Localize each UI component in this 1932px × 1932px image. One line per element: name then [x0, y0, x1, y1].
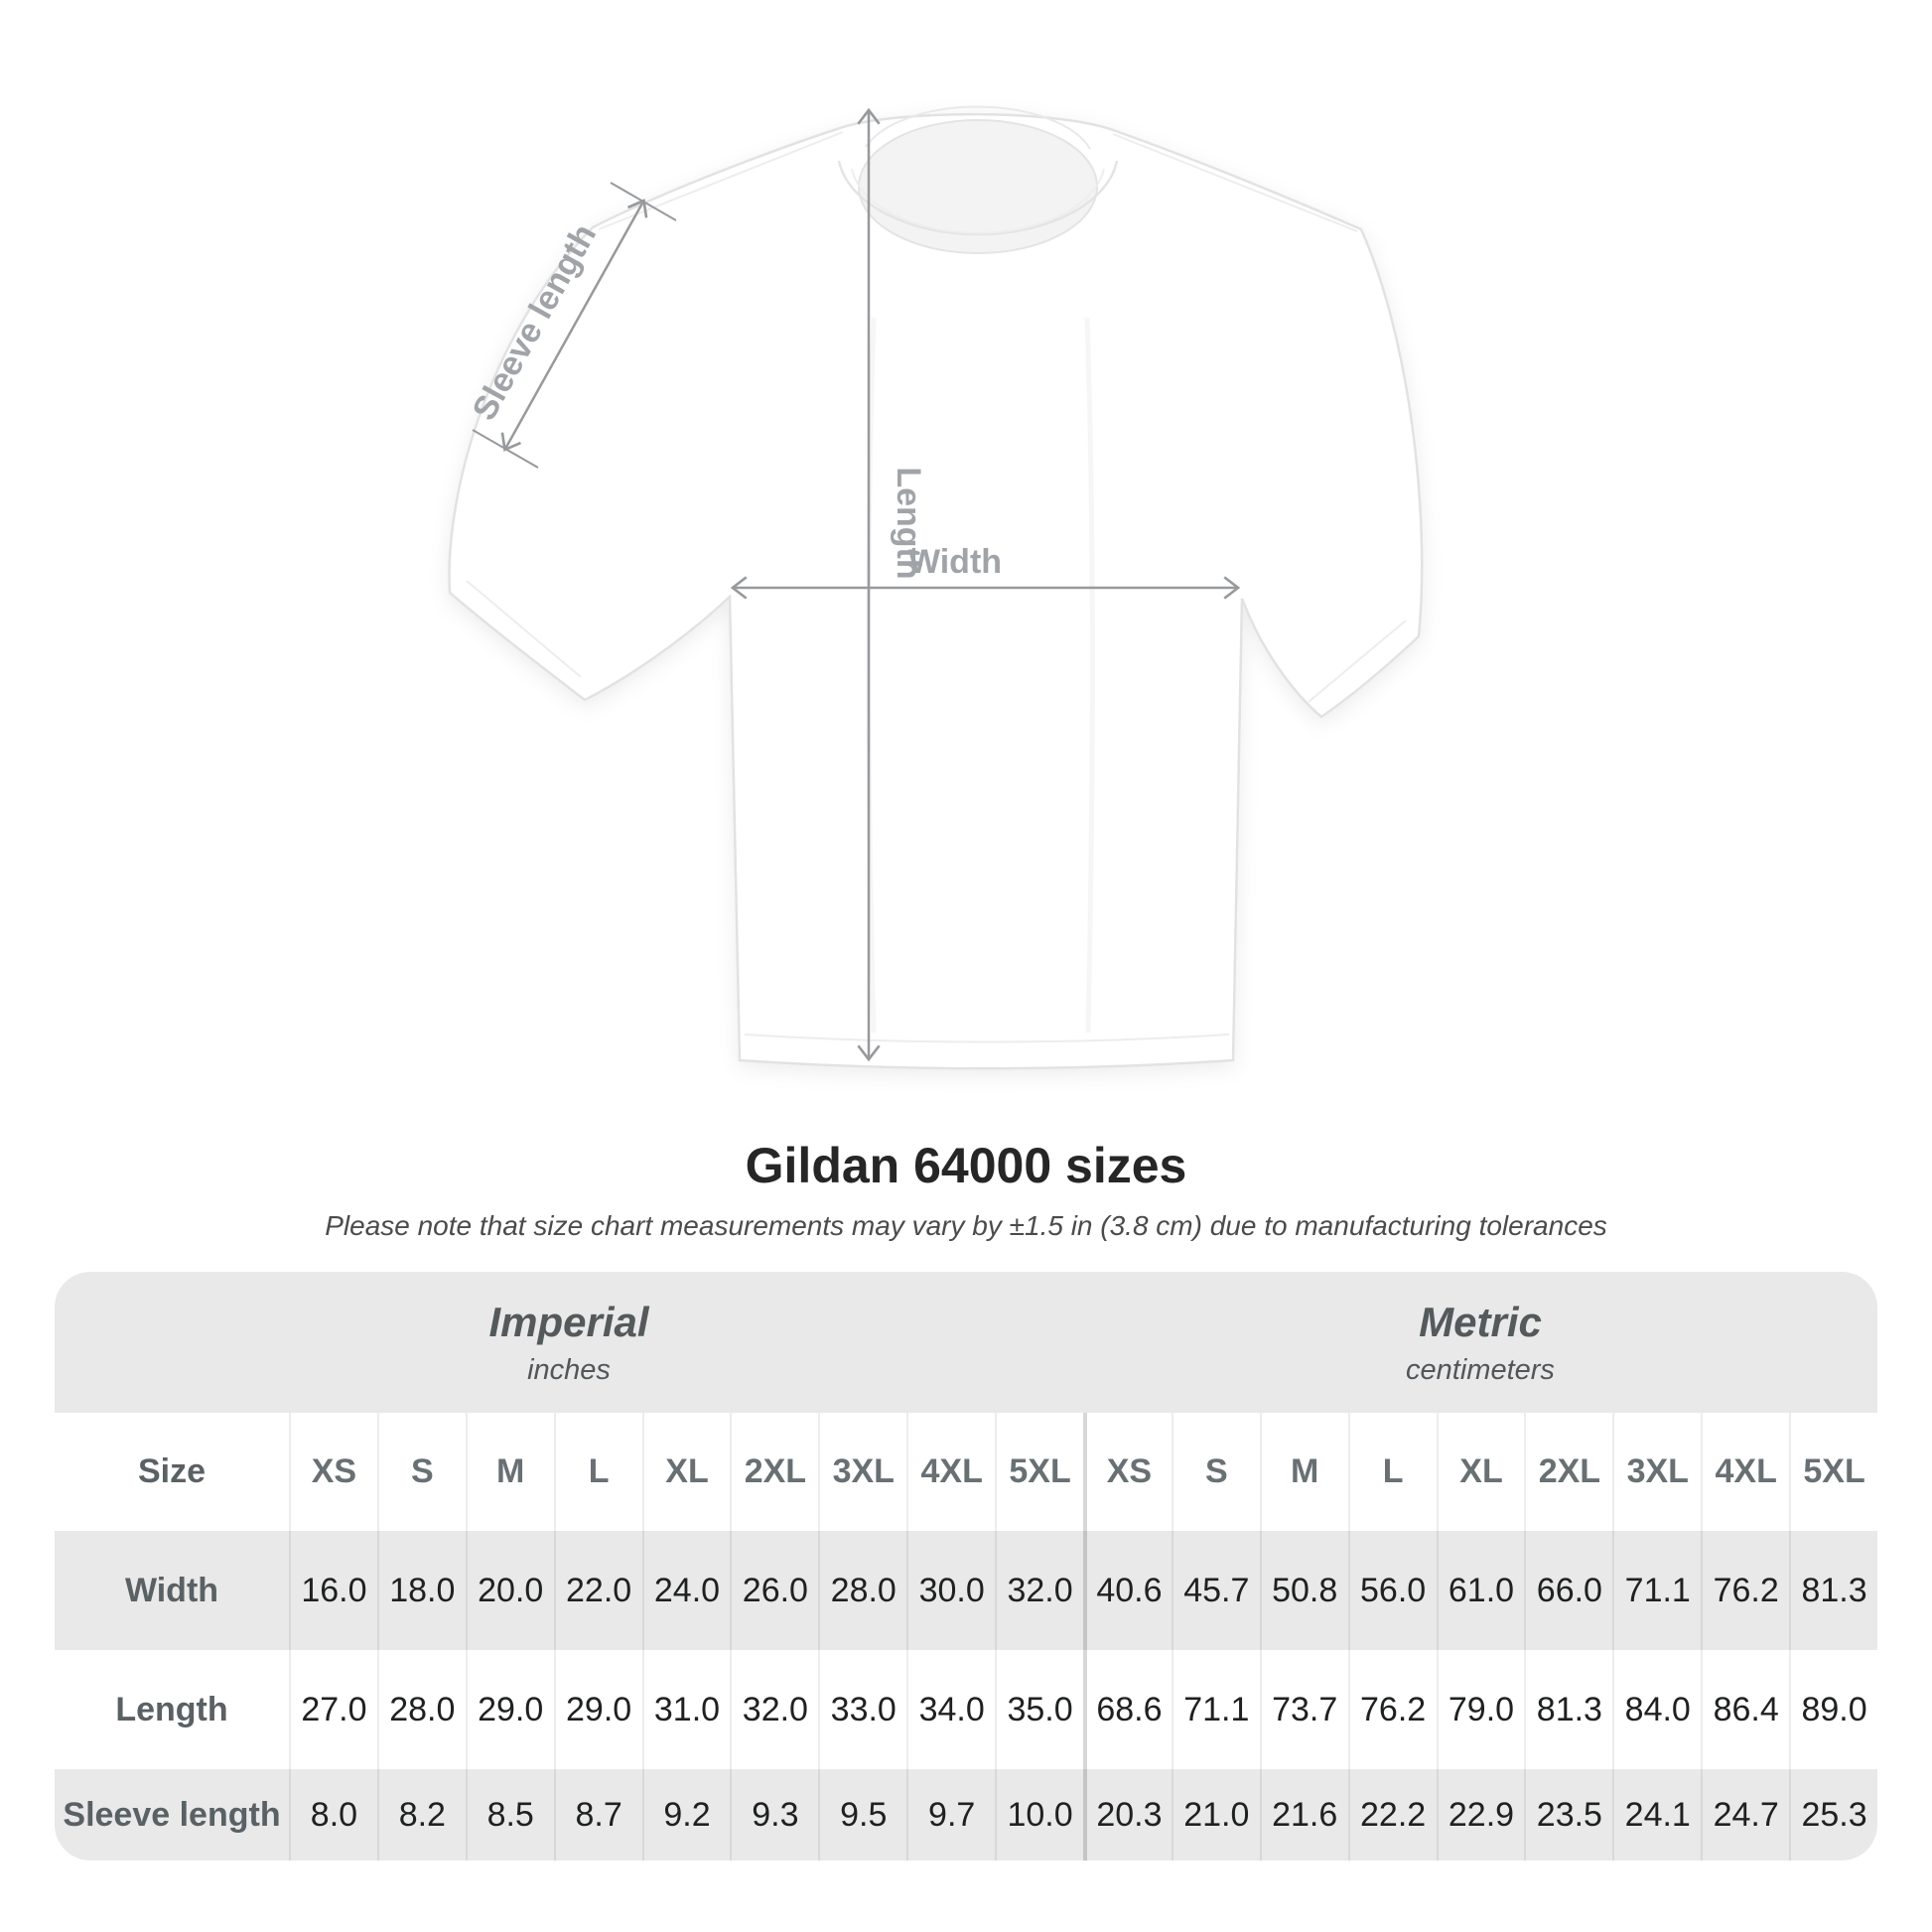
sleeve-cell: 8.5 [465, 1769, 554, 1862]
width-cell: 26.0 [730, 1531, 818, 1651]
width-cell: 71.1 [1612, 1531, 1701, 1651]
length-cell: 29.0 [553, 1650, 642, 1770]
sleeve-cell: 8.0 [289, 1769, 377, 1862]
length-cell: 29.0 [465, 1650, 554, 1770]
length-cell: 84.0 [1612, 1650, 1701, 1770]
length-cell: 81.3 [1524, 1650, 1612, 1770]
imperial-sublabel: inches [527, 1353, 611, 1386]
size-header-cell: M [1259, 1413, 1348, 1532]
metric-sublabel: centimeters [1406, 1353, 1555, 1386]
metric-label: Metric [1419, 1298, 1542, 1345]
size-header-cell: 5XL [995, 1413, 1083, 1532]
length-cell: 27.0 [289, 1650, 377, 1770]
row-label-width: Width [124, 1571, 219, 1609]
size-header-cell: XL [1436, 1413, 1525, 1532]
unit-header-imperial: Imperial inches [55, 1272, 1083, 1413]
width-cell: 66.0 [1524, 1531, 1612, 1651]
size-header-cell: XS [289, 1413, 377, 1532]
width-cell: 81.3 [1789, 1531, 1877, 1651]
sleeve-cell: 9.3 [730, 1769, 818, 1862]
length-cell: 31.0 [641, 1650, 731, 1770]
sleeve-cell: 9.5 [818, 1769, 906, 1862]
size-header-cell: L [1347, 1413, 1437, 1532]
unit-header-band: Imperial inches Metric centimeters [55, 1272, 1877, 1414]
width-cell: 20.0 [465, 1531, 554, 1651]
width-cell: 45.7 [1171, 1531, 1260, 1651]
width-label: Width [908, 543, 1002, 581]
sleeve-cell: 10.0 [995, 1769, 1083, 1862]
sleeve-cell: 22.2 [1347, 1769, 1437, 1862]
length-cell: 34.0 [906, 1650, 995, 1770]
page-title: Gildan 64000 sizes [745, 1138, 1187, 1193]
size-header-row: Size XS S M L XL 2XL 3XL 4XL 5XL XS S M … [55, 1413, 1877, 1532]
sleeve-cell: 24.1 [1612, 1769, 1701, 1862]
tolerance-note: Please note that size chart measurements… [325, 1209, 1607, 1241]
sleeve-length-row: Sleeve length 8.0 8.2 8.5 8.7 9.2 9.3 9.… [55, 1769, 1877, 1862]
length-cell: 73.7 [1259, 1650, 1348, 1770]
row-label-sleeve-length: Sleeve length [63, 1795, 281, 1834]
sleeve-cell: 9.2 [641, 1769, 731, 1862]
length-row: Length 27.0 28.0 29.0 29.0 31.0 32.0 33.… [55, 1650, 1877, 1770]
imperial-label: Imperial [488, 1298, 649, 1345]
tshirt-measurement-diagram: Sleeve length Length Width [448, 105, 1424, 1070]
width-cell: 50.8 [1259, 1531, 1348, 1651]
size-header-cell: M [465, 1413, 554, 1532]
width-cell: 61.0 [1436, 1531, 1525, 1651]
width-row: Width 16.0 18.0 20.0 22.0 24.0 26.0 28.0… [55, 1531, 1877, 1651]
size-header-cell: 3XL [1612, 1413, 1701, 1532]
size-header-cell: XS [1082, 1413, 1172, 1532]
size-header-cell: 2XL [1524, 1413, 1612, 1532]
shoulder-seam-right [1112, 133, 1358, 232]
sleeve-cell: 8.7 [553, 1769, 642, 1862]
length-cell: 86.4 [1701, 1650, 1789, 1770]
size-table: Imperial inches Metric centimeters Size … [55, 1272, 1877, 1862]
size-header-cell: XL [641, 1413, 731, 1532]
row-label-length: Length [115, 1690, 228, 1728]
width-cell: 30.0 [906, 1531, 995, 1651]
length-cell: 28.0 [376, 1650, 466, 1770]
sleeve-measure-end-tick [610, 182, 677, 221]
length-cell: 68.6 [1082, 1650, 1172, 1770]
sleeve-length-measure-line [500, 199, 648, 452]
length-label: Length [890, 467, 927, 579]
size-header-cell: S [1171, 1413, 1260, 1532]
size-header-cell: L [553, 1413, 642, 1532]
sleeve-cell: 21.6 [1259, 1769, 1348, 1862]
width-cell: 22.0 [553, 1531, 642, 1651]
size-header-cell: 5XL [1789, 1413, 1877, 1532]
width-cell: 16.0 [289, 1531, 377, 1651]
sleeve-cell: 23.5 [1524, 1769, 1612, 1862]
width-cell: 40.6 [1082, 1531, 1172, 1651]
width-cell: 24.0 [641, 1531, 731, 1651]
length-cell: 71.1 [1171, 1650, 1260, 1770]
length-cell: 89.0 [1789, 1650, 1877, 1770]
sleeve-cell: 21.0 [1171, 1769, 1260, 1862]
sleeve-cell: 9.7 [906, 1769, 995, 1862]
sleeve-cell: 22.9 [1436, 1769, 1525, 1862]
width-cell: 76.2 [1701, 1531, 1789, 1651]
size-header-cell: S [376, 1413, 466, 1532]
size-header-cell: 4XL [906, 1413, 995, 1532]
width-cell: 32.0 [995, 1531, 1083, 1651]
length-cell: 33.0 [818, 1650, 906, 1770]
size-header-cell: 2XL [730, 1413, 818, 1532]
length-cell: 76.2 [1347, 1650, 1437, 1770]
width-cell: 18.0 [376, 1531, 466, 1651]
length-cell: 79.0 [1436, 1650, 1525, 1770]
length-cell: 35.0 [995, 1650, 1083, 1770]
sleeve-cell: 20.3 [1082, 1769, 1172, 1862]
unit-header-metric: Metric centimeters [1083, 1272, 1877, 1413]
size-column-header: Size [137, 1452, 207, 1491]
sleeve-measure-end-tick [472, 429, 539, 469]
width-cell: 28.0 [818, 1531, 906, 1651]
size-header-cell: 3XL [818, 1413, 906, 1532]
size-header-cell: 4XL [1701, 1413, 1789, 1532]
sleeve-cell: 25.3 [1789, 1769, 1877, 1862]
sleeve-cell: 8.2 [376, 1769, 466, 1862]
width-cell: 56.0 [1347, 1531, 1437, 1651]
length-cell: 32.0 [730, 1650, 818, 1770]
sleeve-cell: 24.7 [1701, 1769, 1789, 1862]
